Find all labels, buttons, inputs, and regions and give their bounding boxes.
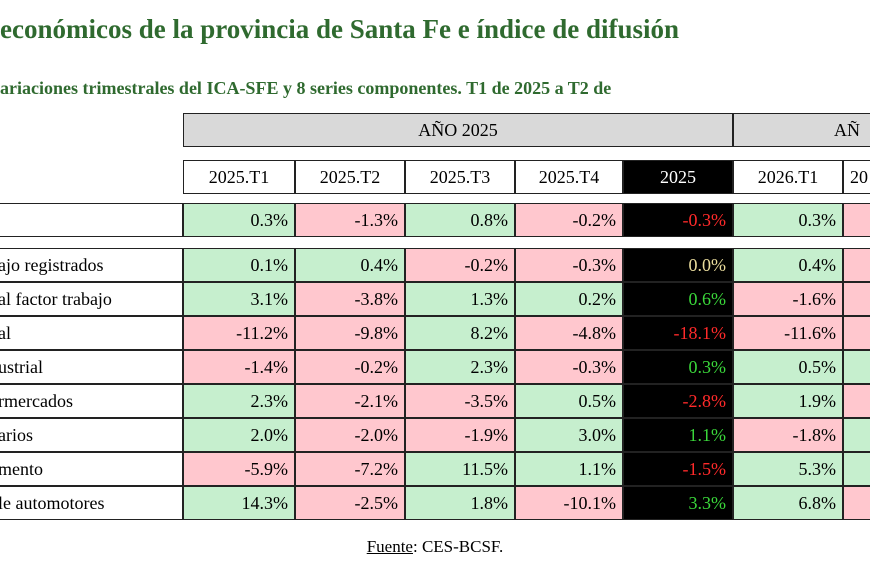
value-cell: 0.1% (183, 248, 295, 282)
row-label: arios (0, 418, 183, 452)
value-cell: 2.3% (183, 384, 295, 418)
value-cell: 11.5% (405, 452, 515, 486)
value-cell: -0.3% (623, 203, 733, 237)
value-cell: -18.1% (623, 316, 733, 350)
value-cell: 0.5% (515, 384, 623, 418)
value-cell: -2.1% (295, 384, 405, 418)
value-cell: -3.8% (295, 282, 405, 316)
row-label: mento (0, 452, 183, 486)
value-cell: 0.0% (623, 248, 733, 282)
cropped-cell (843, 316, 870, 350)
column-header: 2026.T1 (733, 160, 843, 194)
cropped-cell (843, 350, 870, 384)
value-cell: 5.3% (733, 452, 843, 486)
subtitle: ariaciones trimestrales del ICA-SFE y 8 … (0, 78, 612, 98)
value-cell: 3.1% (183, 282, 295, 316)
value-cell: 0.2% (515, 282, 623, 316)
value-cell: -0.3% (515, 248, 623, 282)
row-label: rmercados (0, 384, 183, 418)
source: : CES-BCSF. (412, 537, 504, 556)
value-cell: -2.8% (623, 384, 733, 418)
row-label (0, 203, 183, 237)
value-cell: 1.1% (623, 418, 733, 452)
value-cell: 0.4% (733, 248, 843, 282)
value-cell: -11.2% (183, 316, 295, 350)
cropped-cell (843, 418, 870, 452)
value-cell: -4.8% (515, 316, 623, 350)
value-cell: -3.5% (405, 384, 515, 418)
value-cell: 0.8% (405, 203, 515, 237)
value-cell: -2.0% (295, 418, 405, 452)
value-cell: -0.2% (515, 203, 623, 237)
value-cell: 0.4% (295, 248, 405, 282)
value-cell: -1.5% (623, 452, 733, 486)
value-cell: 3.3% (623, 486, 733, 520)
cropped-cell (843, 282, 870, 316)
value-cell: 0.3% (623, 350, 733, 384)
value-cell: 8.2% (405, 316, 515, 350)
row-label: le automotores (0, 486, 183, 520)
value-cell: 1.8% (405, 486, 515, 520)
value-cell: -5.9% (183, 452, 295, 486)
value-cell: 0.5% (733, 350, 843, 384)
row-label: ajo registrados (0, 248, 183, 282)
row-label: al (0, 316, 183, 350)
value-cell: -1.9% (405, 418, 515, 452)
value-cell: 1.3% (405, 282, 515, 316)
column-header: 2025.T3 (405, 160, 515, 194)
value-cell: 6.8% (733, 486, 843, 520)
value-cell: -2.5% (295, 486, 405, 520)
cropped-cell (843, 452, 870, 486)
cropped-cell (843, 248, 870, 282)
value-cell: -0.3% (515, 350, 623, 384)
value-cell: -0.2% (295, 350, 405, 384)
value-cell: -7.2% (295, 452, 405, 486)
cropped-cell (843, 486, 870, 520)
value-cell: 3.0% (515, 418, 623, 452)
value-cell: 2.3% (405, 350, 515, 384)
column-header: 20 (843, 160, 870, 194)
footer: Fuente: CES-BCSF. (0, 537, 870, 557)
value-cell: 14.3% (183, 486, 295, 520)
cropped-cell (843, 203, 870, 237)
value-cell: 0.3% (183, 203, 295, 237)
column-header: 2025.T4 (515, 160, 623, 194)
column-header: 2025.T2 (295, 160, 405, 194)
value-cell: 2.0% (183, 418, 295, 452)
value-cell: -9.8% (295, 316, 405, 350)
column-header: 2025.T1 (183, 160, 295, 194)
source-label: Fuente (366, 537, 413, 556)
row-label: al factor trabajo (0, 282, 183, 316)
value-cell: 1.1% (515, 452, 623, 486)
value-cell: -1.3% (295, 203, 405, 237)
row-label: ustrial (0, 350, 183, 384)
value-cell: 1.9% (733, 384, 843, 418)
group-header: AÑO 2025 (183, 113, 733, 147)
column-header: 2025 (623, 160, 733, 194)
value-cell: -1.6% (733, 282, 843, 316)
value-cell: 0.3% (733, 203, 843, 237)
value-cell: -1.4% (183, 350, 295, 384)
title: económicos de la provincia de Santa Fe e… (0, 14, 680, 44)
value-cell: -10.1% (515, 486, 623, 520)
value-cell: -11.6% (733, 316, 843, 350)
value-cell: -1.8% (733, 418, 843, 452)
value-cell: 0.6% (623, 282, 733, 316)
group-header: AÑ (733, 113, 870, 147)
cropped-cell (843, 384, 870, 418)
value-cell: -0.2% (405, 248, 515, 282)
